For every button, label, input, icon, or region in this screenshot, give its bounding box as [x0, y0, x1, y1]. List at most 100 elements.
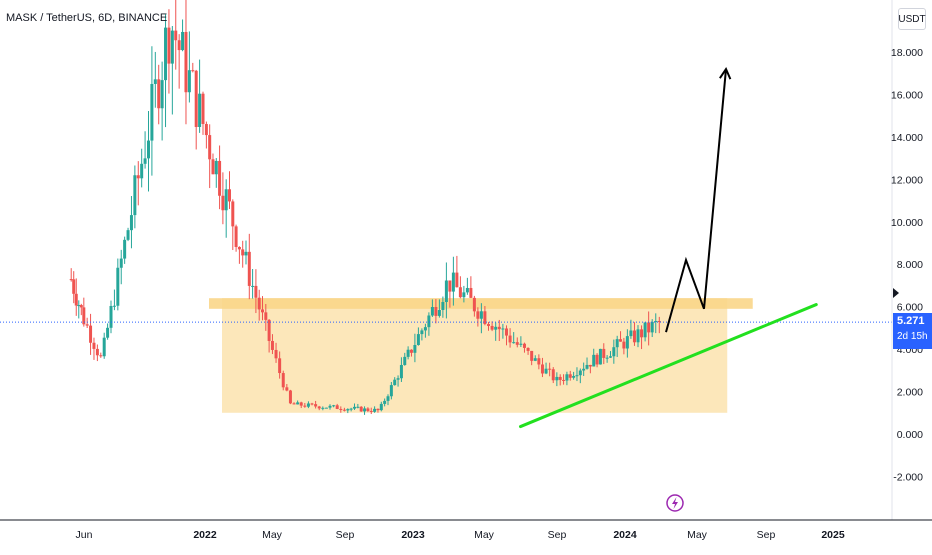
- candle: [296, 400, 300, 405]
- candle: [164, 14, 168, 128]
- candle: [558, 374, 562, 386]
- candle-body: [102, 337, 106, 357]
- candle-body: [608, 356, 612, 358]
- candle: [548, 362, 552, 377]
- candle-body: [167, 27, 171, 64]
- candle-body: [99, 355, 103, 357]
- candle-body: [254, 285, 258, 298]
- lightning-icon[interactable]: [666, 494, 684, 512]
- candle-body: [479, 311, 483, 319]
- candle: [109, 300, 113, 334]
- bar-countdown: 2d 15h: [897, 331, 928, 342]
- candle: [565, 371, 569, 386]
- candle-body: [386, 396, 390, 401]
- candle: [157, 64, 161, 125]
- candle-body: [640, 329, 644, 338]
- candle: [214, 158, 218, 188]
- candle: [356, 403, 360, 409]
- candle: [562, 374, 566, 385]
- candle: [211, 153, 215, 175]
- candle: [582, 362, 586, 376]
- candle-body: [472, 297, 476, 312]
- candle-body: [257, 297, 261, 310]
- candle-body: [379, 403, 383, 411]
- candle: [218, 145, 222, 210]
- candle-body: [636, 329, 640, 343]
- candle: [585, 357, 589, 370]
- candle: [116, 258, 120, 311]
- candle-body: [448, 280, 452, 292]
- candle: [204, 121, 208, 149]
- candle: [455, 255, 459, 288]
- candle-body: [537, 358, 541, 365]
- candle-body: [399, 364, 403, 379]
- y-tick-label: 10.000: [891, 217, 923, 229]
- candle: [69, 268, 73, 282]
- candle-body: [227, 189, 231, 202]
- candle: [112, 289, 116, 311]
- candle-body: [650, 321, 654, 333]
- x-tick-label: Sep: [548, 529, 567, 541]
- candle: [267, 319, 271, 353]
- candle: [136, 161, 140, 206]
- candle: [427, 312, 431, 336]
- candle-body: [160, 80, 164, 109]
- candle-body: [356, 406, 360, 408]
- candle: [160, 61, 164, 141]
- candle: [508, 328, 512, 348]
- candle: [640, 325, 644, 350]
- candle: [352, 403, 356, 410]
- candle-body: [281, 373, 285, 388]
- candle-body: [119, 258, 123, 268]
- x-tick-label: Sep: [336, 529, 355, 541]
- candle: [530, 350, 534, 366]
- candle-body: [654, 321, 658, 323]
- candle: [632, 322, 636, 346]
- candle: [123, 236, 127, 264]
- candle: [359, 406, 363, 412]
- y-tick-label: -2.000: [893, 471, 923, 483]
- candle: [89, 313, 93, 355]
- candle-body: [434, 307, 438, 316]
- candle: [522, 342, 526, 353]
- candle: [194, 69, 198, 150]
- candle: [501, 323, 505, 339]
- y-tick-label: 14.000: [891, 132, 923, 144]
- candle-body: [77, 305, 81, 307]
- candle-body: [349, 408, 353, 410]
- candle-body: [469, 287, 473, 298]
- candle-body: [204, 123, 208, 136]
- candle-body: [177, 40, 181, 51]
- candle: [349, 407, 353, 412]
- candle-body: [427, 315, 431, 328]
- candle-body: [420, 330, 424, 335]
- candle-body: [187, 70, 191, 93]
- candle: [184, 0, 188, 125]
- candle: [310, 402, 314, 406]
- candle-body: [562, 379, 566, 381]
- candle-body: [247, 251, 251, 286]
- candle: [650, 319, 654, 338]
- candle-body: [224, 189, 228, 211]
- price-scale-marker: [893, 288, 899, 298]
- candle: [465, 277, 469, 295]
- annotation-layer: [209, 298, 753, 413]
- candle: [324, 407, 328, 409]
- candle: [504, 325, 508, 346]
- candle: [403, 352, 407, 366]
- currency-button[interactable]: USDT: [898, 8, 926, 30]
- candle-body: [526, 347, 530, 351]
- candle: [383, 398, 387, 407]
- candle: [595, 353, 599, 368]
- candle: [619, 331, 623, 342]
- candle-body: [416, 334, 420, 346]
- candle: [335, 403, 339, 410]
- candle-body: [403, 356, 407, 365]
- last-price-value: 5.271: [897, 315, 925, 327]
- candle: [537, 354, 541, 370]
- candle-body: [274, 349, 278, 359]
- y-tick-label: 6.000: [897, 302, 923, 314]
- candle: [270, 334, 274, 355]
- candle: [328, 404, 332, 410]
